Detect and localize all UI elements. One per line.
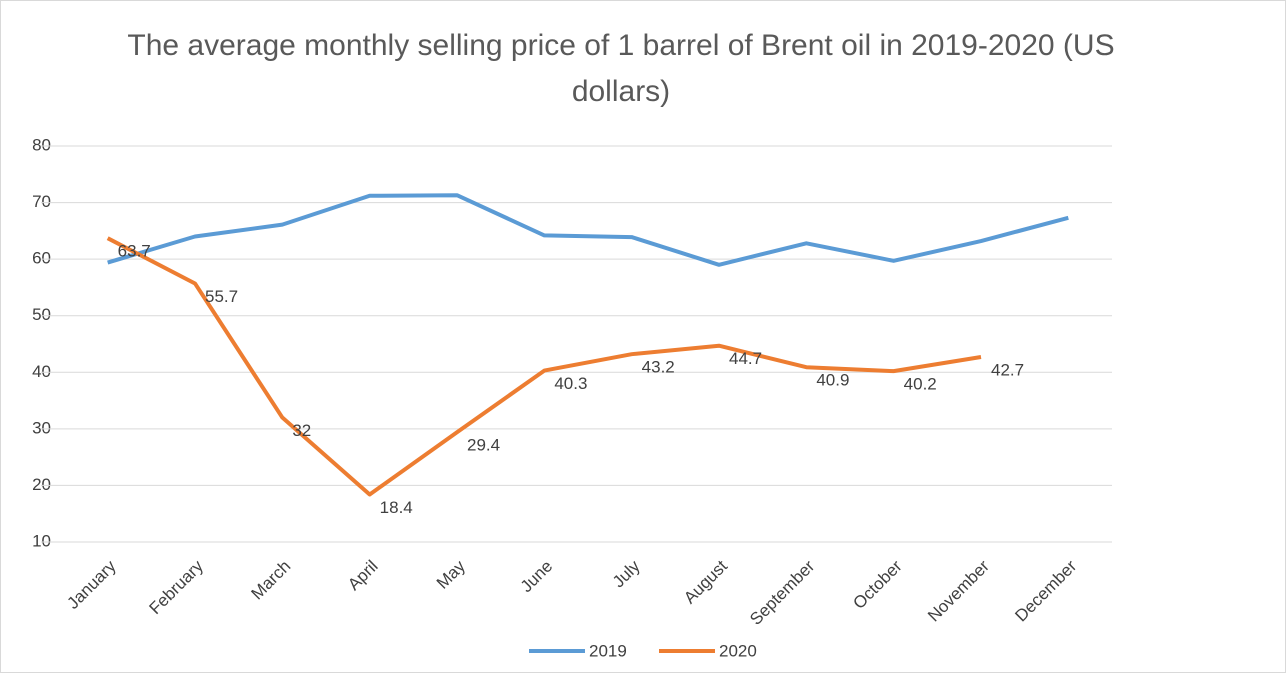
- x-tick-label: December: [1011, 556, 1080, 625]
- data-label: 29.4: [467, 436, 500, 455]
- legend-label: 2019: [589, 641, 627, 660]
- x-tick-label: May: [433, 556, 469, 592]
- y-tick-label: 30: [32, 418, 51, 437]
- y-tick-label: 50: [32, 305, 51, 324]
- x-tick-label: November: [924, 556, 993, 625]
- x-tick-label: July: [609, 556, 644, 591]
- data-label: 40.3: [554, 374, 587, 393]
- data-label: 55.7: [205, 287, 238, 306]
- x-tick-label: February: [145, 556, 207, 618]
- y-tick-label: 80: [32, 135, 51, 154]
- data-label: 40.9: [816, 371, 849, 390]
- data-label: 40.2: [904, 375, 937, 394]
- x-tick-label: April: [344, 557, 381, 594]
- x-tick-label: September: [746, 556, 818, 628]
- data-label: 42.7: [991, 360, 1024, 379]
- data-label: 32: [292, 421, 311, 440]
- y-tick-label: 10: [32, 531, 51, 550]
- x-tick-label: June: [517, 557, 557, 597]
- series-line: [107, 193, 1069, 267]
- x-tick-label: March: [247, 557, 294, 604]
- legend-label: 2020: [719, 641, 757, 660]
- x-tick-label: January: [63, 556, 120, 613]
- y-tick-label: 40: [32, 362, 51, 381]
- data-label: 18.4: [380, 498, 413, 517]
- x-tick-label: August: [680, 556, 731, 607]
- data-label: 63.7: [118, 242, 151, 261]
- data-label: 43.2: [642, 358, 675, 377]
- y-tick-label: 60: [32, 249, 51, 268]
- x-tick-label: October: [849, 556, 905, 612]
- y-tick-label: 20: [32, 475, 51, 494]
- series-line: [106, 236, 982, 497]
- y-tick-label: 70: [32, 192, 51, 211]
- data-label: 44.7: [729, 349, 762, 368]
- chart-title: The average monthly selling price of 1 b…: [127, 29, 1115, 108]
